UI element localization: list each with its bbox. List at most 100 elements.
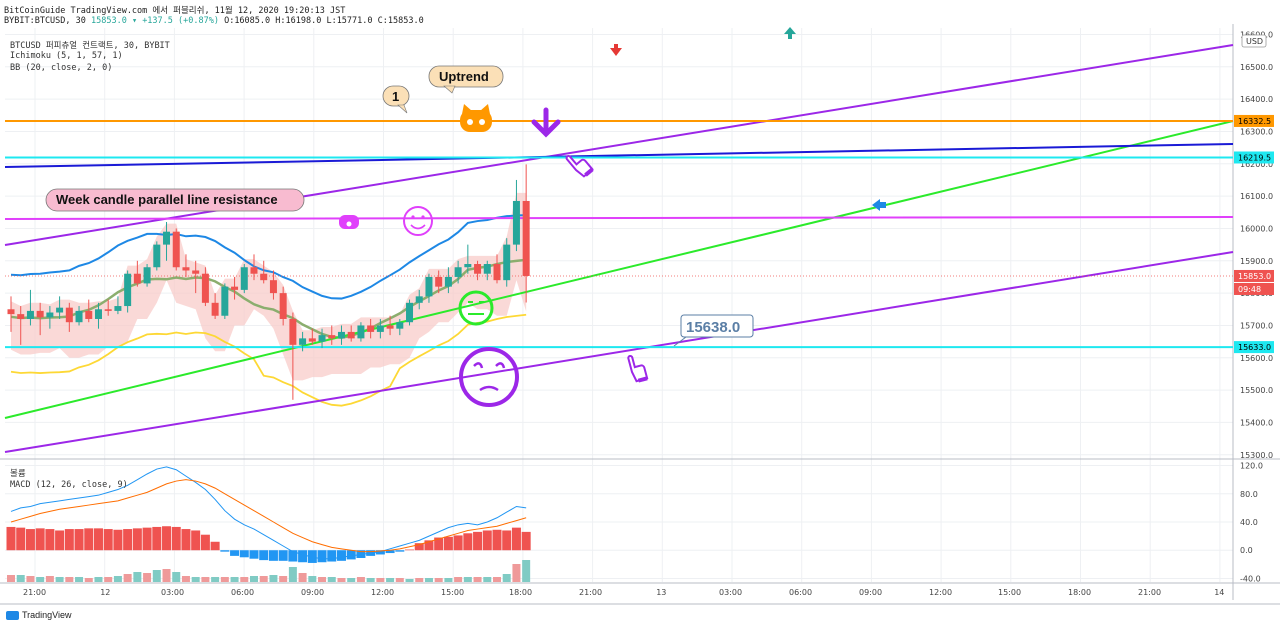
volume-bar <box>36 577 45 582</box>
price-note-box <box>680 314 754 338</box>
candle-body <box>318 335 326 342</box>
macd-bar <box>162 526 172 551</box>
time-tick-label: 03:00 <box>161 588 184 597</box>
candle <box>211 293 219 319</box>
time-tick-label: 12:00 <box>371 588 394 597</box>
candle <box>347 325 355 342</box>
candle-body <box>211 302 219 316</box>
time-tick-label: 12:00 <box>929 588 952 597</box>
macd-bar <box>502 530 512 551</box>
candle-body <box>133 273 141 284</box>
macd-bar <box>239 550 249 558</box>
candle-body <box>46 312 54 318</box>
candle-body <box>85 310 93 319</box>
macd-bar <box>317 550 327 563</box>
bollinger-upper <box>10 214 527 300</box>
candle-body <box>114 306 122 311</box>
candle <box>454 260 462 284</box>
time-tick-label: 21:00 <box>1138 588 1161 597</box>
macd-bar <box>103 529 113 551</box>
volume-bar <box>133 572 142 582</box>
candle <box>386 315 394 336</box>
macd-tick-label: 0.0 <box>1240 546 1253 555</box>
candle-body <box>464 264 472 268</box>
macd-bar <box>385 550 395 554</box>
candle-body <box>182 267 190 271</box>
macd-bar <box>200 534 210 551</box>
macd-tick-label: -40.0 <box>1240 574 1261 583</box>
volume-bar <box>143 573 152 582</box>
number-callout <box>382 85 410 107</box>
down-arrow-icon <box>531 107 561 138</box>
time-tick-label: 14 <box>1214 588 1224 597</box>
smiley-icon <box>403 206 433 236</box>
tradingview-logo: TradingView <box>6 610 72 620</box>
candle <box>250 254 258 281</box>
candle-body <box>308 338 316 342</box>
price-tick-label: 15300.0 <box>1240 451 1273 460</box>
candle <box>221 283 229 319</box>
candle <box>75 306 83 326</box>
volume-bar <box>181 576 190 582</box>
left-arrow-marker-stem-icon <box>879 202 886 208</box>
macd-bar <box>346 550 356 560</box>
volume-bar <box>512 564 521 582</box>
candle <box>279 286 287 326</box>
candle <box>104 299 112 316</box>
macd-tick-label: 120.0 <box>1240 462 1263 471</box>
time-tick-label: 06:00 <box>231 588 254 597</box>
volume-bar <box>172 572 181 582</box>
volume-bar <box>211 577 220 582</box>
cyan-top-price-label-box <box>1234 151 1274 164</box>
volume-bar <box>522 560 531 582</box>
volume-bar <box>415 578 424 582</box>
candle-body <box>56 307 64 313</box>
smiley-eye-icon <box>411 215 415 219</box>
volume-bar <box>220 577 229 582</box>
ichimoku-cloud <box>11 192 527 381</box>
candle <box>269 270 277 300</box>
ohlc-low: L:15771.0 <box>326 16 373 26</box>
bollinger-basis <box>10 258 527 340</box>
volume-bar <box>308 576 317 582</box>
week-candle-line <box>4 216 1234 220</box>
sell-marker-icon <box>610 48 622 56</box>
volume-bar <box>84 578 93 582</box>
buy-marker-icon <box>784 27 796 34</box>
cat-eye-icon <box>467 119 473 125</box>
volume-bar <box>493 577 501 582</box>
macd-bar <box>268 550 278 561</box>
cyan-top-price-label: 16219.5 <box>1238 153 1271 162</box>
candle-body <box>444 276 452 287</box>
uptrend-callout-text: Uptrend <box>439 69 489 84</box>
legend-volume: 볼륨 <box>10 469 26 479</box>
price-tick-label: 15400.0 <box>1240 418 1273 427</box>
price-note-pointer <box>673 336 687 347</box>
candle-body <box>386 325 394 329</box>
annotations: Week candle parallel line resistance Uptr… <box>45 27 886 407</box>
price-tick-label: 15600.0 <box>1240 354 1273 363</box>
candle <box>85 299 93 323</box>
macd-bar <box>123 529 133 551</box>
candle <box>163 221 171 261</box>
time-tick-label: 18:00 <box>1068 588 1091 597</box>
candle <box>435 270 443 294</box>
macd-bar <box>405 549 415 551</box>
candle-body <box>75 310 83 323</box>
price-note-text: 15638.0 <box>686 319 740 336</box>
macd-bar <box>25 529 35 551</box>
volume-bar <box>26 576 35 582</box>
candle-body <box>493 264 501 281</box>
sell-marker-stem-icon <box>614 44 618 49</box>
volume-bar <box>424 578 433 582</box>
price-tick-label: 16000.0 <box>1240 224 1273 233</box>
price-tick-label: 15700.0 <box>1240 321 1273 330</box>
candle <box>512 179 520 252</box>
macd-bar <box>220 550 230 552</box>
uptrend-callout-pointer <box>443 85 456 94</box>
candle <box>231 276 239 300</box>
week-candle-callout <box>45 188 305 212</box>
candle <box>328 325 336 345</box>
macd-line <box>10 466 527 560</box>
